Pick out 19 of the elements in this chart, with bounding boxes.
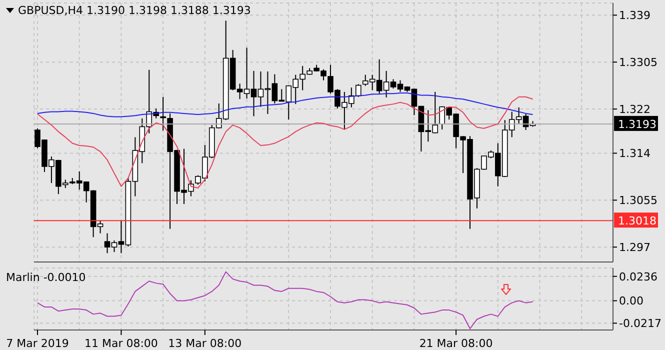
y-tick-label: 1.3305: [619, 56, 658, 69]
x-tick-label: 7 Mar 2019: [6, 337, 69, 350]
ref-line-label: 1.3193: [618, 118, 656, 131]
ref-line-label: 1.3018: [618, 214, 656, 228]
chart-title: Marlin -0.0010: [6, 271, 86, 284]
y-tick-label: -0.0217: [619, 317, 662, 330]
y-tick-label: 1.297: [619, 240, 650, 254]
y-tick-label: 1.3055: [619, 194, 658, 208]
y-tick-label: 1.339: [619, 9, 650, 22]
y-tick-label: 0.0236: [619, 270, 658, 284]
y-tick-label: 1.322: [619, 102, 650, 116]
y-tick-label: 1.314: [619, 147, 650, 160]
x-tick-label: 21 Mar 08:00: [419, 337, 493, 350]
x-tick-label: 11 Mar 08:00: [84, 337, 158, 350]
chart-title: GBPUSD,H4 1.3190 1.3198 1.3188 1.3193: [18, 4, 251, 17]
y-tick-label: 0.00: [619, 294, 644, 308]
candlestick: [355, 84, 362, 98]
candlestick: [160, 96, 166, 132]
x-tick-label: 13 Mar 08:00: [168, 337, 242, 350]
